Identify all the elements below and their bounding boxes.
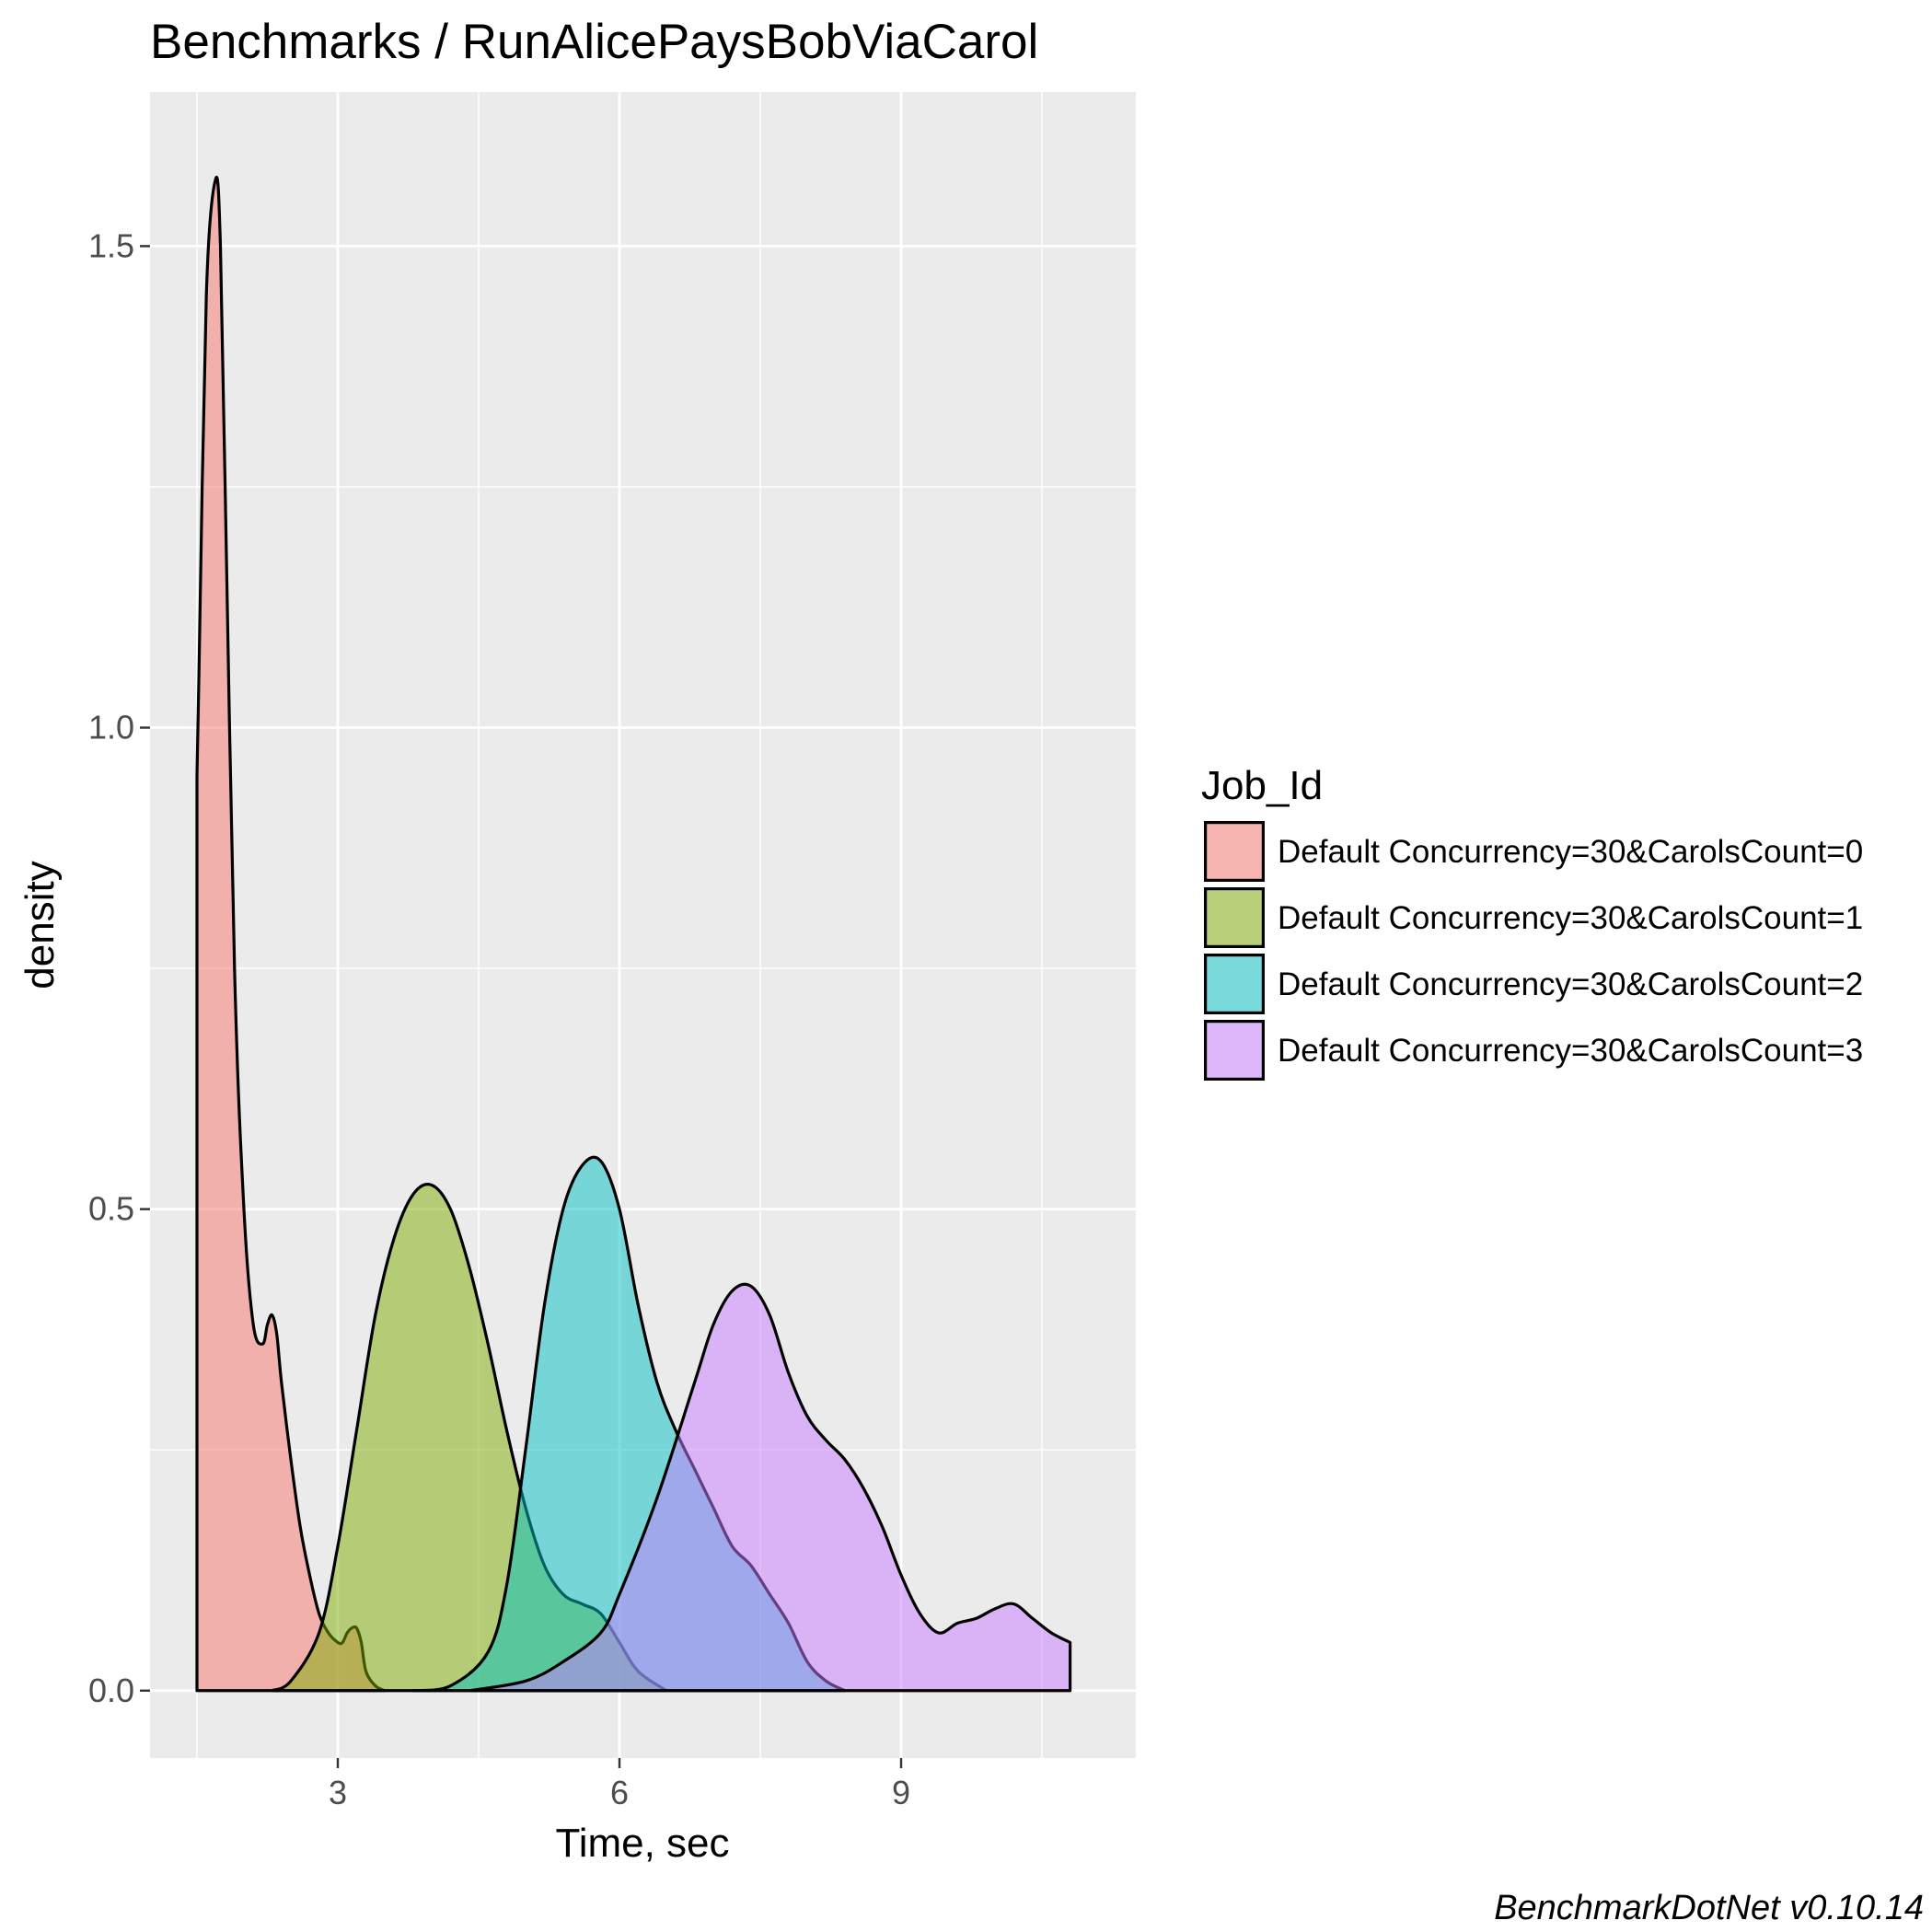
legend-key-0 (1203, 820, 1265, 882)
y-axis-title: density (17, 861, 63, 989)
legend: Job_Id Default Concurrency=30&CarolsCoun… (1201, 763, 1863, 1081)
legend-label-0: Default Concurrency=30&CarolsCount=0 (1278, 834, 1863, 870)
y-tick-label: 1.0 (88, 709, 134, 746)
y-axis: 0.0 0.5 1.0 1.5 (88, 226, 150, 1709)
caption: BenchmarkDotNet v0.10.14 (1494, 1889, 1924, 1927)
x-tick-label: 9 (892, 1774, 910, 1811)
legend-key-2 (1203, 953, 1265, 1014)
x-tick-label: 6 (610, 1774, 629, 1811)
x-tick-label: 3 (329, 1774, 347, 1811)
x-axis: 3 6 9 (329, 1758, 910, 1811)
legend-label-1: Default Concurrency=30&CarolsCount=1 (1278, 900, 1863, 936)
legend-label-2: Default Concurrency=30&CarolsCount=2 (1278, 966, 1863, 1002)
y-tick-label: 1.5 (88, 226, 134, 264)
legend-title: Job_Id (1201, 763, 1323, 808)
chart-title: Benchmarks / RunAlicePaysBobViaCarol (150, 15, 1038, 69)
legend-key-1 (1203, 886, 1265, 948)
y-tick-label: 0.5 (88, 1190, 134, 1228)
density-area-3 (468, 1282, 1072, 1693)
legend-label-3: Default Concurrency=30&CarolsCount=3 (1278, 1033, 1863, 1069)
legend-key-3 (1203, 1019, 1265, 1081)
series-layer (195, 175, 1072, 1693)
x-axis-title: Time, sec (555, 1821, 729, 1866)
y-tick-label: 0.0 (88, 1672, 134, 1709)
